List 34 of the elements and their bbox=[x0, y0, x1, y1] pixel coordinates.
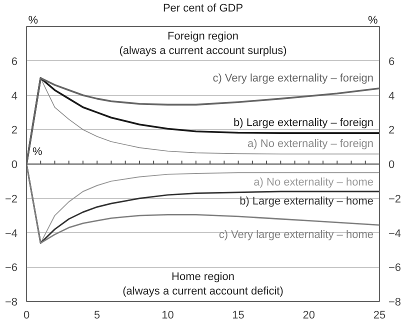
series-label: b) Large externality – home bbox=[240, 196, 374, 208]
series-label: c) Very large externality – home bbox=[218, 229, 374, 242]
y-tick-label: −6 bbox=[4, 262, 18, 274]
x-tick-label: 5 bbox=[94, 310, 100, 321]
chart-title: Per cent of GDP bbox=[162, 2, 244, 14]
annotation: % bbox=[32, 146, 42, 158]
x-tick-label: 25 bbox=[373, 310, 386, 321]
annotation: Home region (always a current account deficit) bbox=[122, 271, 284, 298]
y-axis-title: % bbox=[28, 14, 38, 26]
y2-tick-label: −6 bbox=[388, 262, 402, 274]
y-tick-label: 2 bbox=[11, 124, 18, 137]
y2-tick-label: 4 bbox=[388, 90, 395, 102]
x-tick-label: 20 bbox=[302, 310, 316, 321]
y-tick-label: −8 bbox=[4, 296, 18, 308]
y-tick-label: −4 bbox=[4, 228, 18, 240]
y-tick-label: −2 bbox=[4, 193, 18, 206]
y2-tick-label: −2 bbox=[388, 193, 402, 206]
y2-tick-label: 2 bbox=[388, 124, 395, 137]
series-label: a) No externality – foreign bbox=[248, 138, 374, 150]
y2-tick-label: 0 bbox=[388, 159, 395, 171]
y2-tick-label: 6 bbox=[388, 56, 395, 68]
x-tick-label: 10 bbox=[162, 310, 174, 321]
series-label: c) Very large externality – foreign bbox=[212, 72, 374, 84]
x-tick-label: 15 bbox=[232, 310, 244, 321]
annotation: Foreign region (always a current account surplus) bbox=[119, 30, 287, 57]
y-tick-label: 0 bbox=[11, 159, 18, 171]
y-tick-label: 6 bbox=[11, 56, 18, 68]
x-tick-label: 0 bbox=[23, 310, 30, 321]
y2-tick-label: −8 bbox=[388, 296, 402, 308]
y2-tick-label: −4 bbox=[388, 228, 402, 240]
y-tick-label: 4 bbox=[11, 90, 18, 102]
series-label: a) No externality – home bbox=[254, 176, 374, 189]
series-label: b) Large externality – foreign bbox=[233, 117, 374, 130]
y2-axis-title: % bbox=[368, 14, 378, 26]
